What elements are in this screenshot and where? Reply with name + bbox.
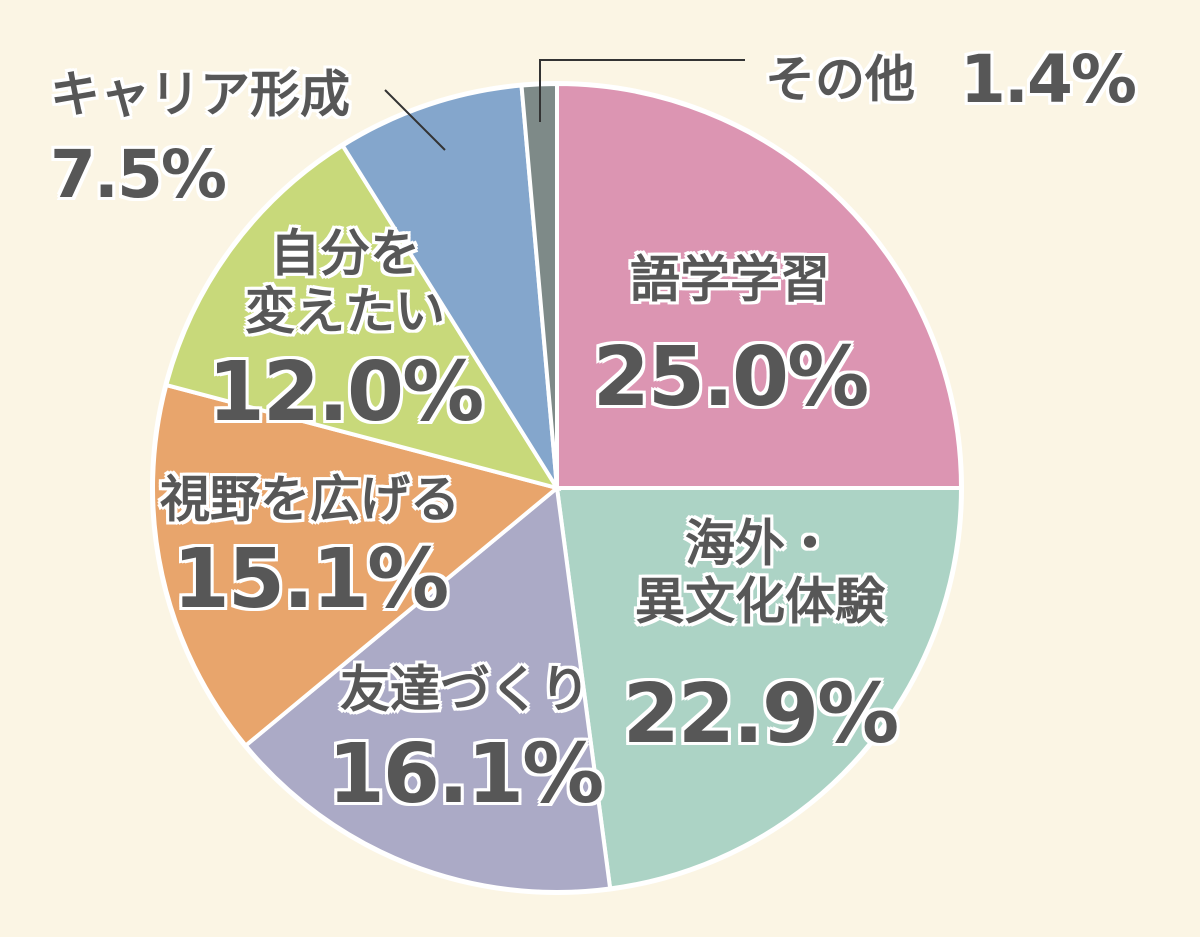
category-label: キャリア形成 bbox=[50, 65, 350, 124]
pie-slice bbox=[151, 382, 562, 749]
category-label: 語学学習 bbox=[630, 250, 830, 309]
pie-slice bbox=[163, 142, 562, 492]
value-label: 7.5% bbox=[50, 136, 227, 214]
value-label: 16.1% bbox=[327, 726, 604, 822]
value-label: 22.9% bbox=[622, 666, 899, 762]
pie-slice bbox=[339, 83, 559, 490]
value-label: 25.0% bbox=[592, 329, 869, 425]
value-label: 15.1% bbox=[172, 531, 449, 627]
category-label: 視野を広げる bbox=[160, 470, 460, 529]
category-label: 海外・ 異文化体験 bbox=[635, 514, 885, 630]
category-label: その他 bbox=[765, 50, 915, 109]
pie-slice bbox=[555, 81, 964, 490]
category-label: 自分を 変えたい bbox=[245, 224, 445, 340]
leader-line bbox=[539, 59, 745, 122]
value-label: 1.4% bbox=[960, 41, 1137, 119]
category-label: 友達づくり bbox=[340, 660, 590, 719]
pie-slice bbox=[242, 484, 613, 894]
pie-slice bbox=[554, 486, 964, 891]
value-label: 12.0% bbox=[207, 344, 484, 440]
leader-line bbox=[384, 89, 446, 151]
